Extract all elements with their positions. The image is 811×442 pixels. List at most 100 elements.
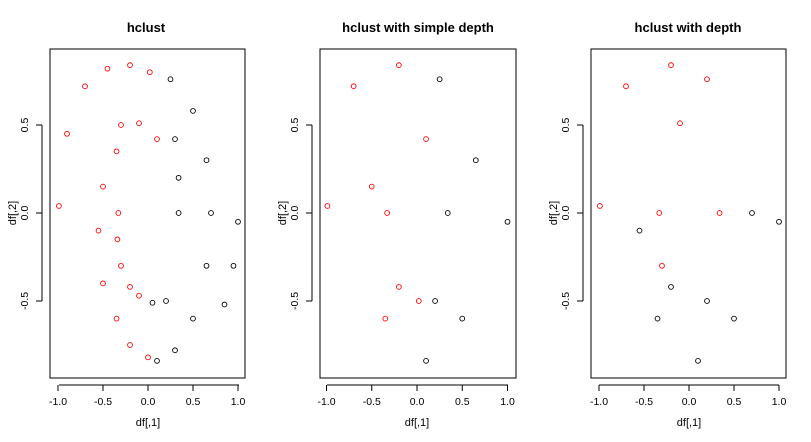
chart-title: hclust (127, 20, 166, 35)
black-cluster-point (776, 218, 782, 225)
black-cluster-point (654, 315, 661, 322)
x-tick-label: -1.0 (590, 396, 608, 408)
black-cluster-point (432, 298, 438, 304)
red-cluster-point (118, 122, 124, 128)
red-cluster-point (396, 284, 402, 290)
black-cluster-point (504, 218, 511, 225)
red-cluster-point (113, 315, 120, 322)
plot-frame (319, 48, 517, 379)
black-cluster-point (472, 157, 479, 164)
x-tick-label: -0.5 (363, 396, 381, 408)
black-cluster-point (175, 210, 182, 216)
chart-title: hclust with simple depth (342, 20, 494, 35)
black-cluster-point (203, 157, 210, 164)
red-cluster-point (668, 62, 674, 69)
x-tick-label: 1.0 (772, 396, 787, 408)
black-cluster-point (731, 315, 737, 322)
red-cluster-point (82, 83, 88, 90)
x-tick-label: -1.0 (49, 396, 67, 408)
scatter-panel-3: hclust with depth -1.0 -0.5 0.0 0.5 1.0 df[,1]… (548, 20, 787, 429)
x-tick-label: 0.0 (410, 396, 425, 408)
y-tick-label: -0.5 (19, 292, 31, 310)
y-tick-label: -0.5 (289, 292, 301, 310)
red-cluster-point (677, 120, 683, 127)
red-cluster-point (64, 130, 70, 137)
black-cluster-point (167, 76, 174, 83)
x-tick-label: -0.5 (94, 396, 112, 408)
red-cluster-point (146, 69, 153, 76)
black-cluster-point (190, 108, 196, 114)
red-cluster-point (127, 62, 133, 69)
red-cluster-point (114, 236, 121, 243)
scatter-panel-1: hclust -1.0 -0.5 0.0 0.5 1.0 df[,1] -0.5 0.0 0.5 d… (7, 20, 246, 429)
y-tick-label: 0.0 (19, 206, 31, 221)
black-cluster-point (154, 357, 160, 364)
red-cluster-point (597, 203, 603, 209)
x-tick-label: 0.0 (141, 396, 156, 408)
red-cluster-point (382, 315, 389, 322)
y-tick-label: 0.0 (289, 206, 301, 221)
black-cluster-point (749, 210, 755, 216)
black-cluster-point (668, 284, 674, 290)
plot-frame (49, 48, 246, 379)
black-cluster-point (172, 347, 178, 354)
x-tick-label: 1.0 (500, 396, 515, 408)
red-cluster-point (127, 284, 133, 290)
y-axis-label: df[,2] (7, 201, 19, 225)
red-cluster-point (704, 76, 710, 83)
red-cluster-point (656, 210, 663, 216)
black-cluster-point (704, 298, 710, 304)
black-cluster-point (163, 298, 169, 304)
black-cluster-point (235, 218, 241, 225)
black-cluster-point (423, 357, 429, 364)
red-cluster-point (145, 354, 151, 361)
red-cluster-point (324, 203, 331, 209)
black-cluster-point (190, 315, 196, 322)
x-tick-label: 0.0 (682, 396, 697, 408)
x-axis-label: df[,1] (405, 417, 429, 429)
red-cluster-point (716, 210, 723, 216)
black-cluster-point (203, 262, 210, 269)
black-cluster-point (436, 76, 443, 83)
red-cluster-point (136, 120, 142, 127)
y-axis-label: df[,2] (277, 201, 289, 225)
black-cluster-point (221, 301, 228, 308)
red-cluster-point (104, 65, 111, 72)
red-cluster-point (95, 227, 102, 234)
red-cluster-point (113, 148, 120, 155)
red-cluster-point (100, 183, 106, 190)
x-tick-label: -0.5 (635, 396, 653, 408)
red-cluster-point (423, 136, 429, 142)
red-cluster-point (118, 262, 124, 269)
red-cluster-point (154, 136, 160, 142)
y-axis-label: df[,2] (548, 201, 560, 225)
x-tick-label: 0.5 (186, 396, 201, 408)
black-cluster-point (636, 227, 643, 234)
red-cluster-point (136, 292, 142, 299)
black-cluster-point (459, 315, 466, 322)
x-tick-label: 0.5 (455, 396, 470, 408)
x-axis-label: df[,1] (136, 417, 160, 429)
black-cluster-point (444, 210, 451, 216)
red-cluster-point (115, 210, 122, 216)
red-cluster-point (56, 203, 62, 209)
black-cluster-point (172, 136, 178, 142)
black-cluster-point (695, 357, 701, 364)
red-cluster-point (623, 83, 629, 90)
black-cluster-point (175, 174, 182, 181)
y-tick-label: 0.5 (560, 118, 572, 133)
black-cluster-point (149, 299, 156, 306)
plot-frame (590, 48, 787, 379)
red-cluster-point (396, 62, 402, 69)
red-cluster-point (127, 342, 133, 348)
y-tick-label: 0.0 (560, 206, 572, 221)
red-cluster-point (368, 183, 375, 190)
red-cluster-point (415, 298, 422, 304)
x-tick-label: 1.0 (231, 396, 246, 408)
scatter-panel-2: hclust with simple depth -1.0 -0.5 0.0 0.5 1.… (277, 20, 517, 429)
x-tick-label: -1.0 (317, 396, 335, 408)
black-cluster-point (208, 210, 214, 216)
red-cluster-point (350, 83, 357, 90)
x-tick-label: 0.5 (727, 396, 742, 408)
